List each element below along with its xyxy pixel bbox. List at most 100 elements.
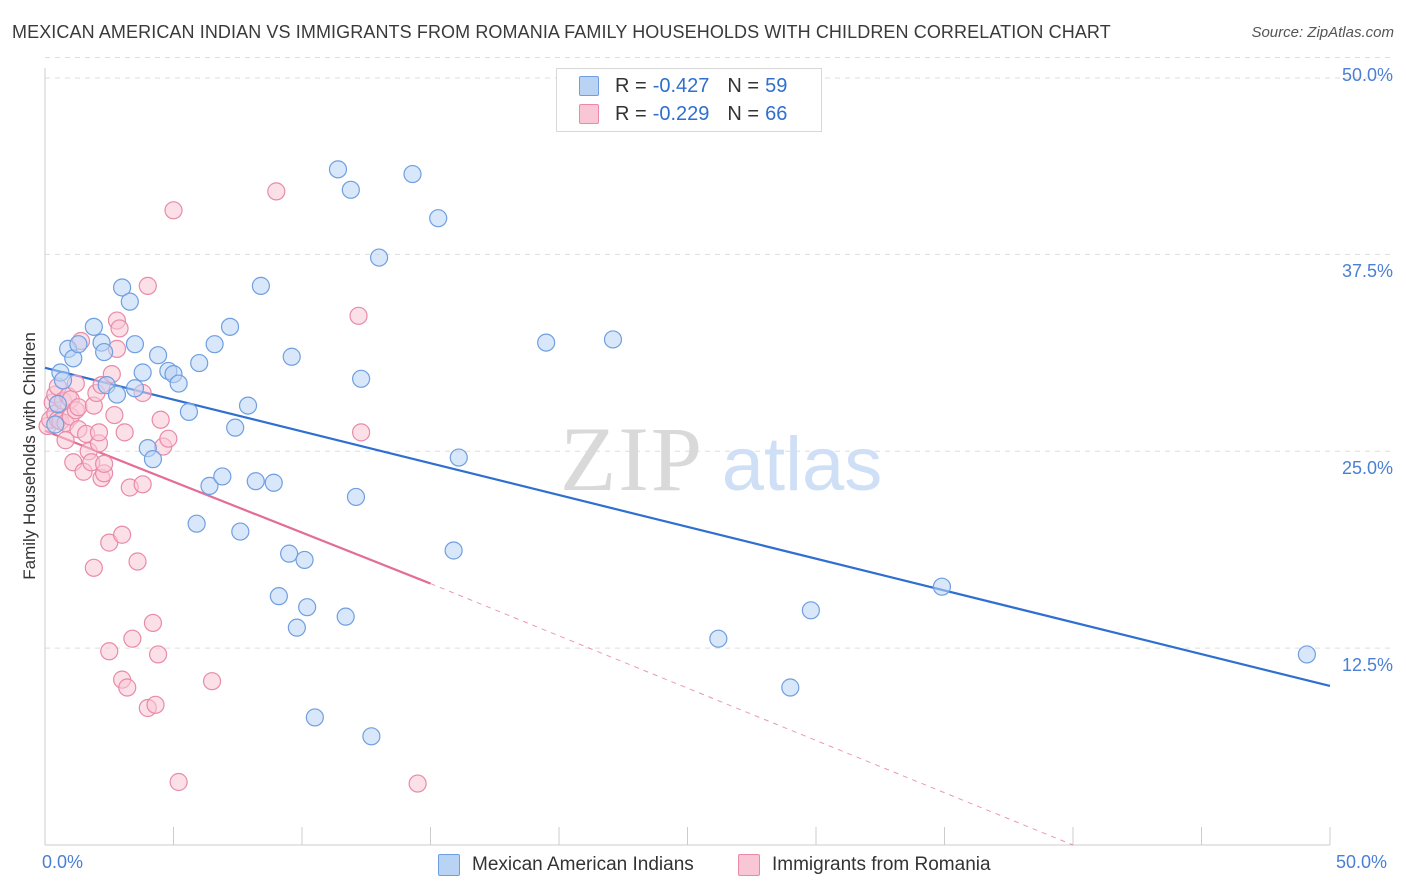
data-point	[118, 678, 137, 697]
data-point	[295, 550, 314, 570]
data-point	[95, 342, 114, 362]
data-point	[89, 423, 109, 442]
data-point	[179, 402, 199, 421]
data-point	[932, 577, 952, 596]
data-point	[709, 629, 728, 648]
data-point	[169, 772, 188, 792]
data-point	[280, 544, 299, 563]
axes	[44, 68, 1331, 846]
data-point	[69, 335, 88, 354]
y-axis-label: Family Households with Children	[20, 332, 39, 580]
data-point	[133, 363, 152, 382]
series-immigrants-from-romania	[38, 182, 427, 793]
trend-line-extension	[430, 583, 1074, 846]
data-point	[429, 209, 448, 228]
chart-title: MEXICAN AMERICAN INDIAN VS IMMIGRANTS FR…	[12, 22, 1111, 42]
data-point	[202, 672, 222, 691]
data-point	[251, 276, 270, 295]
n-value: 66	[765, 102, 788, 125]
data-point	[346, 487, 366, 507]
data-point	[112, 525, 132, 544]
data-point	[408, 774, 427, 793]
data-point	[305, 708, 324, 727]
data-point	[46, 415, 65, 434]
legend-swatch-blue	[579, 76, 599, 96]
legend-row-series2: R = -0.229 N = 66	[579, 101, 787, 127]
data-point	[120, 292, 139, 311]
data-point	[269, 587, 288, 606]
source-label: Source: ZipAtlas.com	[1251, 24, 1394, 41]
data-point	[264, 473, 283, 492]
data-point	[370, 248, 389, 267]
data-point	[537, 333, 556, 352]
trend-line	[44, 366, 1331, 687]
data-point	[148, 346, 168, 365]
y-tick-label: 25.0%	[1341, 458, 1393, 479]
data-point	[205, 335, 224, 354]
r-value: -0.229	[652, 102, 710, 125]
legend-row-series1: R = -0.427 N = 59	[579, 73, 787, 99]
y-tick-label: 50.0%	[1341, 64, 1393, 85]
data-point	[169, 374, 188, 393]
r-label: R =	[615, 102, 647, 125]
data-point	[112, 278, 132, 297]
data-point	[69, 398, 88, 417]
data-point	[349, 306, 368, 325]
legend-swatch-blue	[438, 854, 460, 876]
data-point	[84, 317, 103, 336]
data-point	[341, 180, 360, 199]
trend-lines	[44, 366, 1331, 846]
trend-line	[44, 429, 431, 585]
watermark-zip: ZIP	[560, 408, 704, 510]
data-point	[100, 642, 119, 661]
bottom-legend-series2: Immigrants from Romania	[738, 852, 991, 878]
gridlines	[45, 57, 1395, 649]
data-point	[298, 598, 317, 617]
data-point	[328, 160, 348, 179]
r-value: -0.427	[652, 74, 710, 97]
data-point	[449, 448, 468, 467]
data-point	[123, 629, 142, 648]
data-point	[151, 410, 170, 429]
data-point	[48, 394, 67, 414]
bottom-legend-series1: Mexican American Indians	[438, 852, 694, 878]
data-point	[107, 385, 127, 404]
x-tick-label-min: 0.0%	[42, 852, 84, 872]
data-point	[603, 330, 623, 349]
data-point	[115, 423, 134, 442]
watermark-atlas: atlas	[722, 422, 883, 507]
data-point	[352, 423, 371, 442]
data-point	[403, 164, 422, 184]
data-point	[226, 418, 245, 437]
y-tick-label: 37.5%	[1341, 261, 1393, 282]
data-point	[238, 396, 258, 415]
n-label: N =	[727, 102, 760, 125]
data-point	[336, 607, 355, 626]
data-point	[267, 182, 286, 201]
data-point	[138, 276, 157, 295]
data-point	[164, 201, 183, 220]
data-point	[200, 476, 219, 496]
data-point	[246, 472, 265, 491]
data-point	[213, 467, 232, 486]
r-label: R =	[615, 74, 647, 97]
data-point	[146, 695, 165, 714]
data-point	[143, 613, 163, 633]
legend-label: Immigrants from Romania	[772, 854, 991, 875]
legend-swatch-pink	[738, 854, 760, 876]
legend-swatch-pink	[579, 104, 599, 124]
series-mexican-american-indians	[46, 160, 1316, 746]
legend-label: Mexican American Indians	[472, 854, 694, 875]
data-point	[84, 558, 103, 577]
data-point	[190, 353, 209, 373]
data-point	[128, 552, 147, 571]
data-point	[133, 475, 152, 494]
data-point	[143, 450, 163, 469]
data-point	[282, 347, 301, 366]
data-point	[125, 335, 145, 354]
data-point	[1297, 645, 1316, 664]
data-point	[95, 454, 114, 473]
data-point	[801, 601, 820, 620]
data-point	[159, 429, 178, 448]
